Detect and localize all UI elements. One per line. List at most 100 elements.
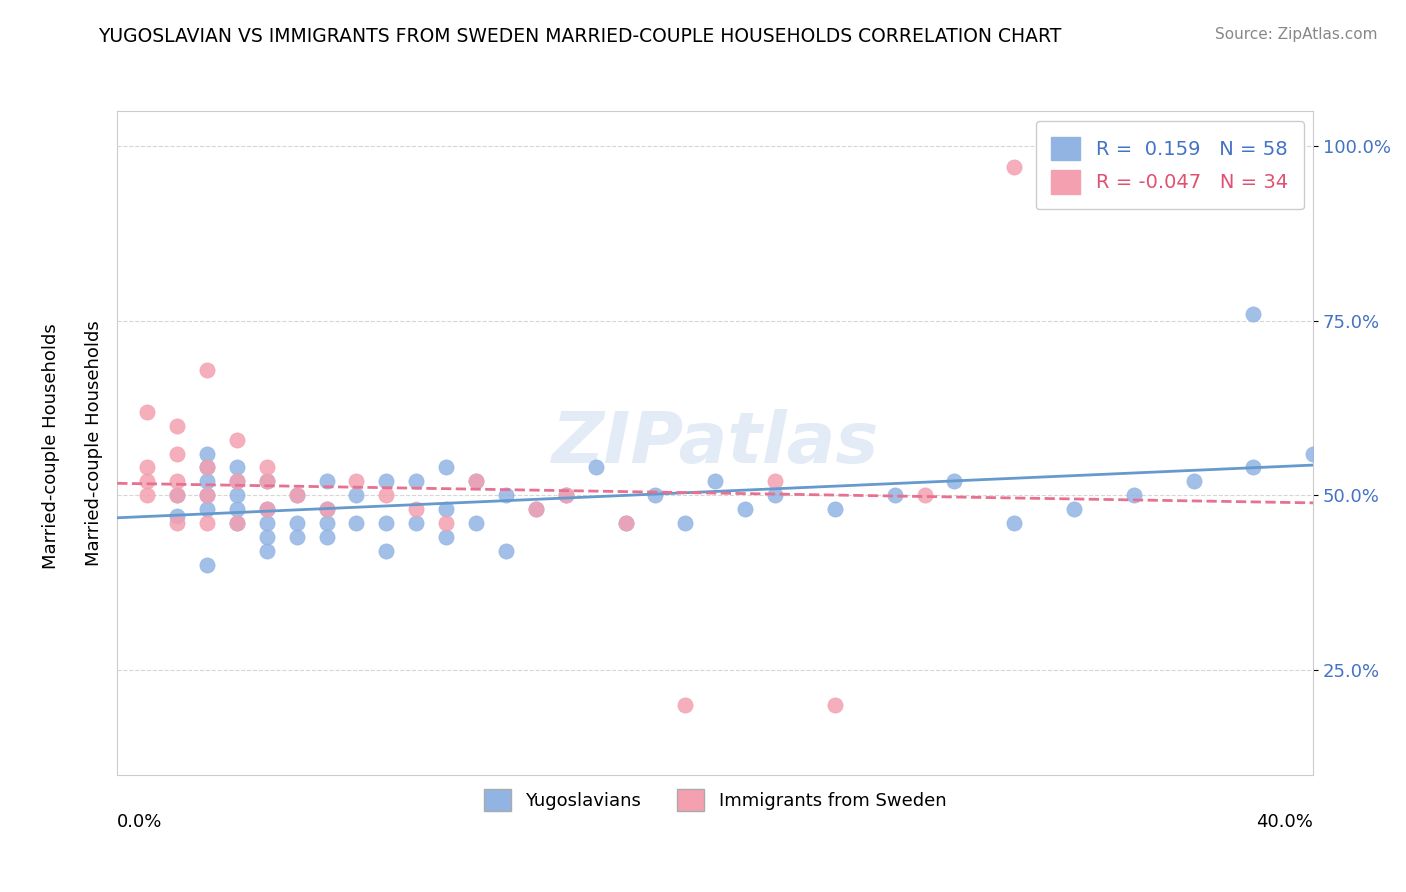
Point (495, 488, 517, 502)
Point (375, 488, 398, 502)
Point (256, 530, 278, 544)
Point (405, 502, 427, 516)
Point (614, 516, 637, 531)
Point (1302, 446, 1324, 460)
Point (195, 488, 218, 502)
Point (344, 488, 367, 502)
Point (195, 475, 218, 489)
Legend: R =  0.159   N = 58, R = -0.047   N = 34: R = 0.159 N = 58, R = -0.047 N = 34 (1036, 121, 1303, 210)
Point (256, 502, 278, 516)
Point (166, 446, 188, 460)
Point (763, 475, 786, 489)
Text: 40.0%: 40.0% (1257, 813, 1313, 831)
Point (166, 488, 188, 502)
Point (136, 460, 159, 475)
Text: Married-couple Households: Married-couple Households (42, 323, 60, 569)
Point (554, 488, 576, 502)
Point (225, 475, 247, 489)
Point (1122, 488, 1144, 502)
Point (315, 530, 337, 544)
Point (495, 544, 517, 558)
Point (225, 488, 247, 502)
Point (914, 488, 936, 502)
Point (554, 488, 576, 502)
Point (195, 488, 218, 502)
Point (195, 558, 218, 573)
Point (1182, 475, 1205, 489)
Point (524, 502, 547, 516)
Point (824, 698, 846, 712)
Point (256, 544, 278, 558)
Point (734, 502, 756, 516)
Point (315, 475, 337, 489)
Point (883, 488, 905, 502)
Point (256, 460, 278, 475)
Point (225, 516, 247, 531)
Point (434, 460, 457, 475)
Point (524, 502, 547, 516)
Point (644, 488, 666, 502)
Point (405, 475, 427, 489)
Point (614, 516, 637, 531)
Point (434, 502, 457, 516)
Point (195, 460, 218, 475)
Point (256, 502, 278, 516)
Point (375, 544, 398, 558)
Point (434, 516, 457, 531)
Point (195, 460, 218, 475)
Point (405, 516, 427, 531)
Point (1002, 161, 1025, 175)
Point (136, 475, 159, 489)
Point (1063, 502, 1085, 516)
Point (315, 516, 337, 531)
Point (465, 516, 488, 531)
Point (465, 475, 488, 489)
Text: Source: ZipAtlas.com: Source: ZipAtlas.com (1215, 27, 1378, 42)
Point (166, 516, 188, 531)
Point (195, 446, 218, 460)
Point (166, 509, 188, 524)
Text: YUGOSLAVIAN VS IMMIGRANTS FROM SWEDEN MARRIED-COUPLE HOUSEHOLDS CORRELATION CHAR: YUGOSLAVIAN VS IMMIGRANTS FROM SWEDEN MA… (98, 27, 1062, 45)
Point (166, 488, 188, 502)
Text: 0.0%: 0.0% (117, 813, 163, 831)
Point (285, 488, 308, 502)
Point (136, 404, 159, 418)
Point (375, 516, 398, 531)
Point (225, 502, 247, 516)
Point (225, 460, 247, 475)
Point (1243, 460, 1265, 475)
Point (763, 488, 786, 502)
Point (195, 516, 218, 531)
Point (465, 475, 488, 489)
Point (166, 475, 188, 489)
Point (256, 516, 278, 531)
Point (1002, 516, 1025, 531)
Point (585, 460, 607, 475)
Point (285, 530, 308, 544)
Point (225, 516, 247, 531)
Point (256, 475, 278, 489)
Point (225, 475, 247, 489)
Point (195, 363, 218, 377)
Point (315, 502, 337, 516)
Point (824, 502, 846, 516)
Point (673, 698, 696, 712)
Point (256, 475, 278, 489)
Point (434, 530, 457, 544)
Point (136, 488, 159, 502)
Point (673, 516, 696, 531)
Point (285, 516, 308, 531)
Point (344, 516, 367, 531)
Y-axis label: Married-couple Households: Married-couple Households (86, 320, 103, 566)
Point (225, 433, 247, 447)
Point (344, 475, 367, 489)
Point (943, 475, 966, 489)
Point (195, 502, 218, 516)
Point (704, 475, 727, 489)
Point (285, 488, 308, 502)
Point (315, 502, 337, 516)
Point (1243, 307, 1265, 321)
Point (166, 418, 188, 433)
Text: ZIPatlas: ZIPatlas (551, 409, 879, 477)
Point (375, 475, 398, 489)
